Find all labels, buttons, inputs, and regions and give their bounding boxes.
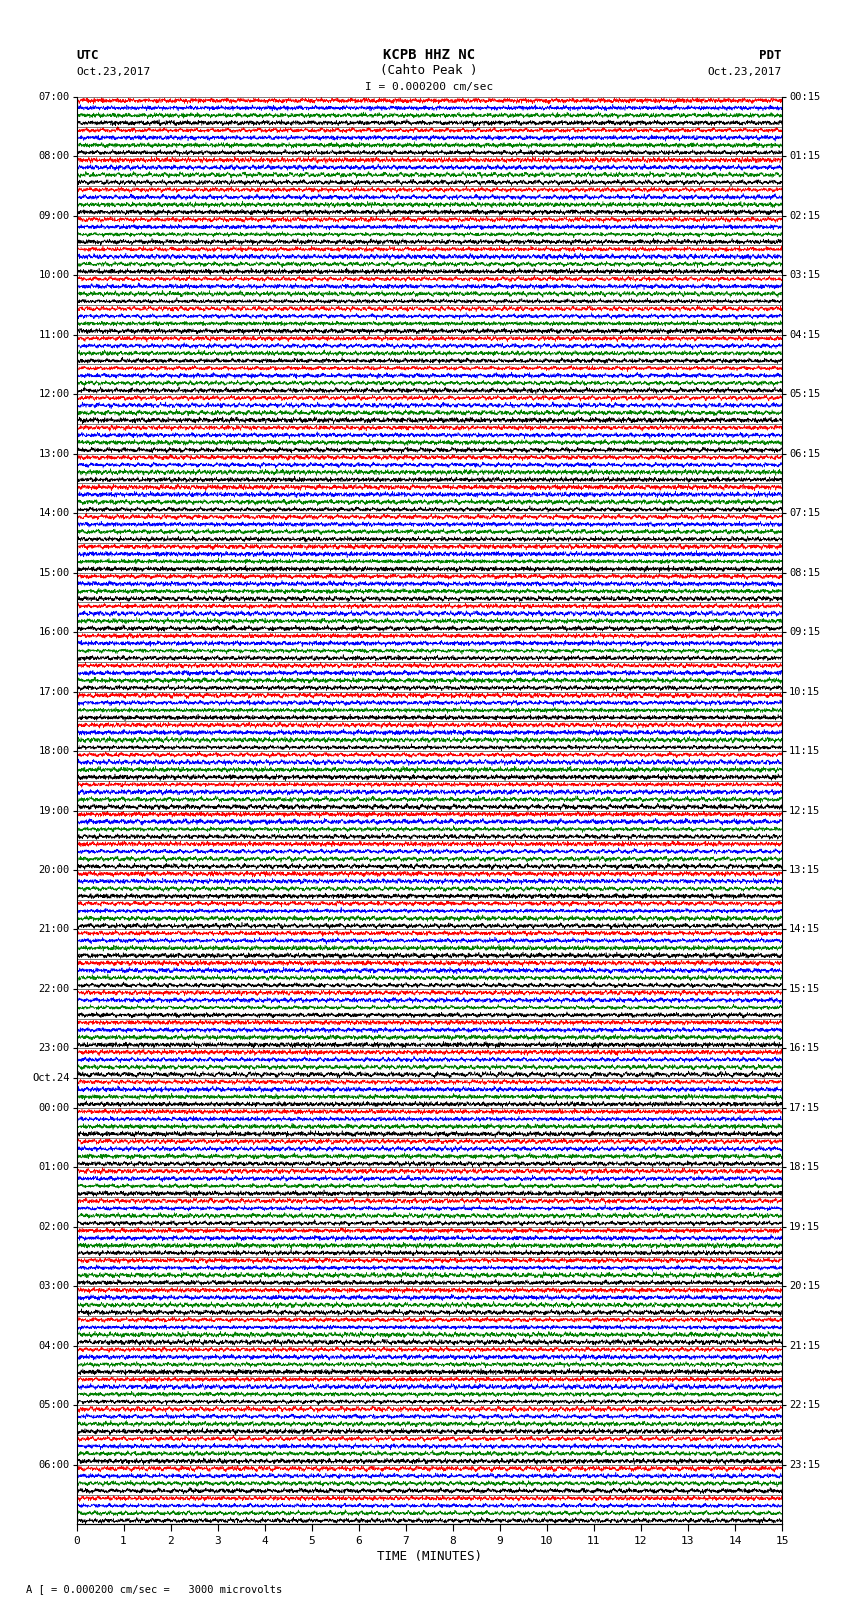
Text: A [ = 0.000200 cm/sec =   3000 microvolts: A [ = 0.000200 cm/sec = 3000 microvolts: [26, 1584, 281, 1594]
Text: Oct.23,2017: Oct.23,2017: [76, 68, 150, 77]
Text: PDT: PDT: [760, 48, 782, 63]
Text: Oct.23,2017: Oct.23,2017: [708, 68, 782, 77]
Text: UTC: UTC: [76, 48, 99, 63]
X-axis label: TIME (MINUTES): TIME (MINUTES): [377, 1550, 482, 1563]
Text: KCPB HHZ NC: KCPB HHZ NC: [383, 48, 475, 63]
Text: I = 0.000200 cm/sec: I = 0.000200 cm/sec: [366, 82, 493, 92]
Text: (Cahto Peak ): (Cahto Peak ): [381, 65, 478, 77]
